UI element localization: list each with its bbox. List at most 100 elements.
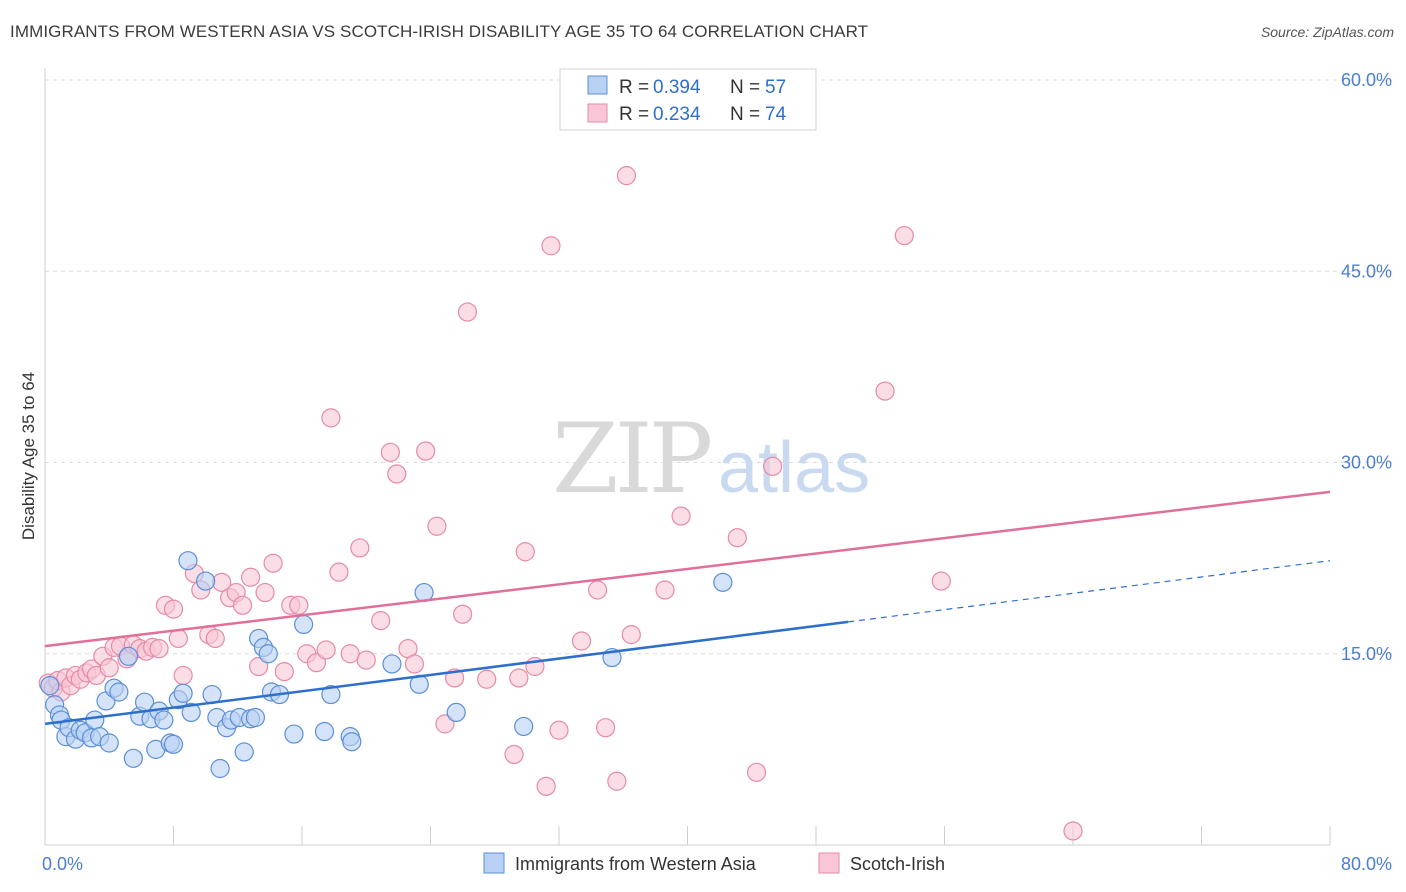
watermark-zip: ZIP [552, 403, 711, 515]
scotch-irish-point-64 [536, 776, 556, 796]
watermark-atlas: atlas [718, 428, 870, 508]
western-asia-point-55 [514, 716, 534, 737]
western-asia-point-50 [342, 732, 362, 752]
scotch-irish-point-37 [274, 661, 294, 682]
scotch-irish-point-71 [616, 166, 637, 186]
western-asia-points [40, 551, 733, 779]
western-asia-point-42 [258, 644, 278, 664]
scotch-irish-point-34 [249, 656, 269, 677]
western-asia-point-46 [294, 614, 314, 635]
western-asia-point-45 [284, 724, 304, 744]
scotch-irish-point-66 [549, 720, 569, 740]
western-asia-point-54 [446, 702, 466, 723]
top-legend: R = 0.394 N = 57 R = 0.234 N = 74 [559, 68, 817, 131]
western-asia-point-37 [234, 742, 254, 762]
scotch-irish-point-76 [746, 762, 767, 782]
bottom-legend-label-western-asia: Immigrants from Western Asia [515, 854, 757, 874]
legend-r-label-2: R = [619, 104, 649, 125]
western-asia-trend-extension [848, 560, 1331, 623]
scotch-irish-point-61 [509, 668, 529, 688]
scotch-irish-point-60 [504, 744, 524, 765]
scotch-irish-point-48 [371, 610, 391, 631]
scotch-irish-point-65 [541, 236, 561, 256]
legend-r-label-1: R = [619, 77, 649, 98]
grid-lines [45, 79, 1392, 655]
western-asia-point-29 [181, 702, 201, 723]
scotch-irish-point-43 [321, 408, 341, 428]
western-asia-point-23 [154, 710, 174, 730]
western-asia-trend-line [44, 620, 849, 726]
y-tick-label-3: 60.0% [1341, 70, 1392, 90]
scotch-irish-point-20 [149, 639, 169, 659]
bottom-legend-label-scotch-irish: Scotch-Irish [850, 854, 945, 874]
scotch-irish-point-36 [263, 553, 283, 573]
scotch-irish-point-44 [329, 562, 349, 582]
scotch-irish-point-42 [316, 640, 336, 660]
y-axis-title: Disability Age 35 to 64 [19, 372, 38, 540]
scotch-irish-point-59 [477, 669, 497, 689]
western-asia-point-27 [173, 683, 193, 703]
source-credit: Source: ZipAtlas.com [1260, 24, 1394, 40]
scotch-irish-point-69 [595, 718, 616, 738]
scotch-irish-point-22 [163, 599, 184, 619]
scotch-irish-point-49 [380, 442, 400, 462]
western-asia-point-47 [314, 721, 335, 742]
western-asia-point-13 [99, 733, 119, 753]
y-tick-label-2: 45.0% [1341, 261, 1392, 281]
scotch-irish-point-45 [340, 644, 360, 664]
x-tick-label-max: 80.0% [1341, 854, 1392, 874]
western-asia-point-28 [178, 551, 198, 571]
scotch-irish-point-55 [435, 714, 455, 734]
scotch-irish-point-53 [416, 441, 436, 461]
scotch-irish-point-75 [727, 528, 747, 548]
western-asia-point-16 [118, 646, 139, 666]
scotch-irish-point-54 [427, 516, 447, 536]
legend-r-value-1: 0.394 [653, 77, 701, 98]
western-asia-point-51 [382, 654, 402, 674]
scotch-irish-point-50 [387, 464, 407, 484]
western-asia-point-39 [245, 707, 266, 728]
scotch-irish-point-39 [289, 595, 309, 615]
y-tick-label-1: 30.0% [1341, 453, 1392, 473]
legend-r-value-2: 0.234 [653, 104, 701, 125]
western-asia-point-30 [196, 571, 216, 591]
legend-n-label-1: N = [730, 77, 760, 98]
scotch-irish-point-81 [1063, 821, 1083, 841]
scotch-irish-point-68 [587, 580, 608, 600]
bottom-legend: Immigrants from Western Asia Scotch-Iris… [483, 852, 945, 874]
western-asia-point-57 [713, 572, 733, 592]
scotch-irish-point-57 [453, 604, 473, 624]
scotch-irish-point-67 [571, 631, 592, 651]
scotch-irish-point-74 [671, 506, 691, 526]
scotch-irish-point-35 [255, 582, 275, 603]
scotch-irish-point-73 [655, 580, 675, 600]
bottom-legend-swatch-pink [818, 852, 840, 874]
scotch-irish-point-28 [205, 628, 225, 649]
western-asia-point-10 [85, 710, 105, 730]
western-asia-point-15 [109, 682, 129, 702]
scotch-irish-point-12 [99, 658, 119, 678]
scotch-irish-point-80 [931, 571, 951, 591]
scotch-irish-point-72 [621, 625, 641, 645]
scotch-irish-points [38, 166, 1083, 841]
western-asia-point-0 [40, 676, 60, 696]
western-asia-point-17 [123, 748, 143, 768]
scotch-irish-point-33 [241, 567, 261, 587]
scotch-irish-point-23 [168, 628, 188, 649]
legend-swatch-blue [587, 75, 608, 95]
legend-n-label-2: N = [730, 104, 760, 125]
scotch-irish-point-47 [356, 650, 376, 670]
scotch-irish-point-62 [515, 542, 535, 562]
western-asia-point-48 [321, 684, 341, 705]
scotch-irish-point-78 [875, 381, 895, 401]
western-asia-point-25 [163, 734, 184, 754]
scotch-irish-point-24 [173, 665, 193, 686]
scotch-irish-point-77 [763, 456, 783, 476]
legend-n-value-2: 74 [765, 104, 787, 125]
scotch-irish-trend-line [44, 490, 1331, 648]
y-tick-labels: 15.0% 30.0% 45.0% 60.0% [1341, 70, 1392, 664]
legend-swatch-pink [587, 103, 608, 123]
chart-title: IMMIGRANTS FROM WESTERN ASIA VS SCOTCH-I… [10, 22, 869, 41]
scotch-irish-point-70 [607, 771, 627, 791]
